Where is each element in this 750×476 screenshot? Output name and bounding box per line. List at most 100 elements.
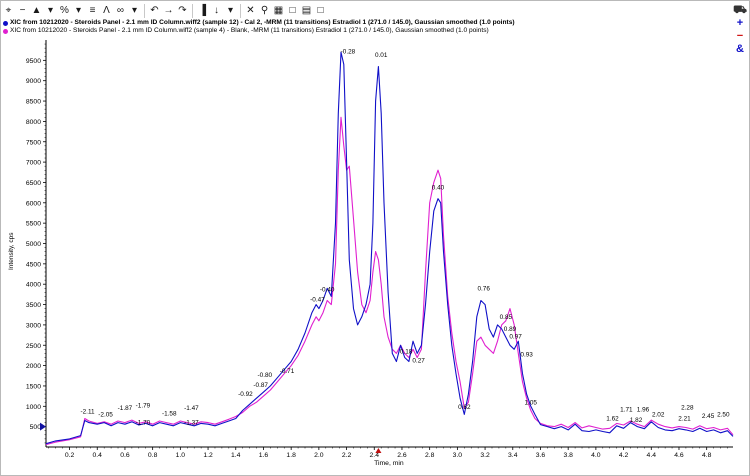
ampersand-icon[interactable]: & (736, 43, 744, 55)
window-icon[interactable]: □ (289, 5, 296, 16)
zoom-in-icon[interactable]: ⌖ (5, 5, 12, 16)
y-tick-label: 4000 (26, 282, 41, 289)
y-tick-label: 3000 (26, 322, 41, 329)
peak-label: 2.21 (678, 416, 691, 423)
x-tick-label: 0.6 (120, 452, 130, 459)
series-line-sample-12 (45, 51, 734, 445)
toolbar-separator (144, 4, 145, 18)
y-tick-label: 7500 (26, 139, 41, 146)
zoom-out-icon[interactable]: − (19, 5, 26, 16)
peak-label: -0.92 (238, 391, 253, 398)
side-toolbar: ⛟ + − & (733, 4, 747, 56)
y-tick-label: 500 (30, 424, 42, 431)
x-tick-label: 0.4 (93, 452, 103, 459)
x-tick-label: 3.2 (480, 452, 490, 459)
x-tick-label: 1.4 (231, 452, 241, 459)
peak-label: 1.62 (606, 416, 619, 423)
show-peaks-icon[interactable]: ▲ (31, 5, 42, 16)
car-icon[interactable]: ⛟ (733, 4, 747, 16)
x-tick-label: 3.0 (453, 452, 463, 459)
magnify-icon[interactable]: ⚲ (260, 5, 269, 16)
dropdown-icon[interactable]: ▾ (47, 5, 54, 16)
toolbar: ⌖ − ▲ ▾% ▾ ≡ Λ ∞ ▾ ↶ → ↷ ▐ ↓ ▾ ✕ ⚲ ▦ □ ▤ □ (2, 2, 324, 20)
toolbar-separator (192, 4, 193, 18)
y-tick-label: 9500 (26, 58, 41, 65)
y-tick-label: 6500 (26, 180, 41, 187)
peak-label: 2.45 (702, 413, 715, 420)
x-tick-label: 1.8 (286, 452, 296, 459)
peak-label: 0.01 (375, 52, 388, 59)
plus-icon[interactable]: + (736, 17, 744, 29)
dropdown-icon[interactable]: ▾ (227, 5, 234, 16)
y-tick-label: 3500 (26, 302, 41, 309)
x-tick-label: 0.8 (148, 452, 158, 459)
peak-label: 1.71 (620, 407, 633, 414)
x-axis-title: Time, min (374, 460, 404, 467)
minus-icon[interactable]: − (736, 30, 744, 42)
y-tick-label: 7000 (26, 160, 41, 167)
x-tick-label: 4.0 (591, 452, 601, 459)
cursor-marker-icon (375, 448, 382, 453)
y-tick-label: 1000 (26, 404, 41, 411)
y-tick-label: 2500 (26, 343, 41, 350)
peak-label: 0.27 (412, 357, 425, 364)
peak-label-icon[interactable]: Λ (103, 5, 110, 16)
y-tick-label: 2000 (26, 363, 41, 370)
peak-label: -0.87 (253, 382, 268, 389)
peak-label: -1.37 (184, 420, 199, 427)
x-tick-label: 4.2 (619, 452, 629, 459)
dropdown-icon[interactable]: ▾ (75, 5, 82, 16)
peak-label: 1.05 (525, 399, 538, 406)
x-tick-label: 1.6 (259, 452, 269, 459)
x-tick-label: 1.2 (203, 452, 213, 459)
x-tick-label: 2.8 (425, 452, 435, 459)
legend-entry-sample-12[interactable]: XIC from 10212020 - Steroids Panel - 2.1… (3, 19, 515, 27)
y-tick-label: 4500 (26, 261, 41, 268)
y-tick-label: 6000 (26, 200, 41, 207)
peak-label: 0.76 (477, 286, 490, 293)
window-icon[interactable]: □ (317, 5, 324, 16)
link-icon[interactable]: ∞ (116, 5, 125, 16)
peak-label: 2.28 (681, 405, 694, 412)
y-tick-label: 8500 (26, 99, 41, 106)
peak-label: -1.58 (162, 410, 177, 417)
redo-icon[interactable]: ↷ (178, 5, 187, 16)
arrow-right-icon[interactable]: → (163, 5, 174, 16)
y-tick-label: 9000 (26, 78, 41, 85)
x-tick-label: 2.2 (342, 452, 352, 459)
delete-icon[interactable]: ✕ (246, 5, 255, 16)
peak-label: 0.85 (500, 314, 513, 321)
series-marker (3, 28, 8, 34)
undo-icon[interactable]: ↶ (150, 5, 159, 16)
peak-label: -1.87 (118, 405, 133, 412)
grid-icon[interactable]: ▦ (273, 5, 284, 16)
peak-label: -2.11 (81, 408, 96, 415)
peak-label: -0.47 (310, 296, 325, 303)
bar-graph-icon[interactable]: ▐ (198, 5, 207, 16)
peak-label: -1.47 (184, 405, 199, 412)
x-tick-label: 2.6 (397, 452, 407, 459)
peak-label: 0.97 (509, 333, 522, 340)
table-icon[interactable]: ▤ (301, 5, 312, 16)
x-tick-label: 0.2 (65, 452, 75, 459)
peak-label: -0.40 (320, 287, 335, 294)
x-tick-label: 4.6 (674, 452, 684, 459)
x-tick-label: 3.8 (563, 452, 573, 459)
peak-label: -0.71 (280, 368, 295, 375)
x-tick-label: 2.4 (370, 452, 380, 459)
peak-label: 0.18 (400, 348, 413, 355)
peak-label: -0.80 (258, 372, 273, 379)
peak-label: -1.79 (136, 403, 151, 410)
dropdown-icon[interactable]: ▾ (131, 5, 138, 16)
peak-label: 1.82 (630, 417, 643, 424)
y-tick-label: 1500 (26, 383, 41, 390)
percent-icon[interactable]: % (60, 5, 69, 16)
legend-entry-sample-4[interactable]: XIC from 10212020 - Steroids Panel - 2.1… (3, 27, 515, 35)
x-tick-label: 1.0 (176, 452, 186, 459)
peak-label: -0.28 (341, 48, 356, 55)
y-tick-label: 5500 (26, 221, 41, 228)
threshold-icon[interactable]: ≡ (89, 5, 96, 16)
mark-peak-icon[interactable]: ↓ (214, 5, 219, 16)
